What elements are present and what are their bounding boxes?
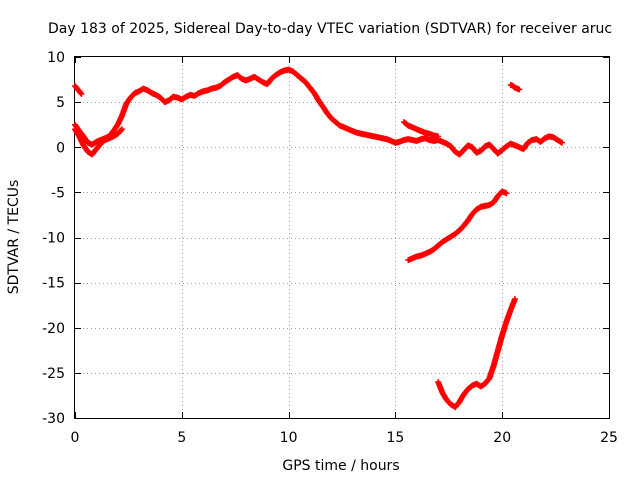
series-track-negative-b (435, 295, 518, 411)
series-track-early-lower (72, 126, 125, 158)
y-axis-label: SDTVAR / TECUs (6, 180, 22, 295)
y-tick-label: -25 (42, 366, 65, 382)
y-tick-label: -30 (42, 411, 65, 427)
grid (75, 57, 609, 418)
series-track-main (72, 66, 565, 158)
x-tick-label: 15 (386, 430, 404, 446)
y-tick-label: -15 (42, 276, 65, 292)
plot-frame (74, 56, 610, 419)
y-tick-label: 5 (56, 95, 65, 111)
x-tick-label: 25 (600, 430, 618, 446)
x-tick-label: 5 (177, 430, 186, 446)
data-point (435, 133, 442, 140)
data-point (503, 190, 510, 197)
data-point (119, 126, 125, 133)
series-track-negative-a (405, 188, 510, 264)
y-tick-label: -10 (42, 231, 65, 247)
data-point (512, 295, 518, 302)
series-track-isolated-high (507, 82, 523, 93)
data-point (77, 90, 84, 97)
data-point (559, 139, 565, 146)
x-tick-label: 10 (280, 430, 298, 446)
x-axis-label: GPS time / hours (282, 458, 399, 474)
data-point (516, 86, 523, 93)
series-track-start-high (72, 82, 85, 97)
y-tick-label: 10 (47, 50, 65, 66)
series-track-mid-upper (400, 119, 442, 140)
data-point (118, 127, 125, 134)
axis-ticks: 0 5 10 15 20 25 -30 -25 -20 -15 -10 -5 0 5 10 (42, 50, 618, 446)
y-tick-label: 0 (56, 140, 65, 156)
chart-title: Day 183 of 2025, Sidereal Day-to-day VTE… (48, 21, 612, 37)
y-tick-label: -5 (51, 185, 65, 201)
data-points (72, 66, 565, 411)
x-tick-label: 20 (493, 430, 511, 446)
x-tick-label: 0 (71, 430, 80, 446)
data-point (78, 91, 85, 97)
y-tick-label: -20 (42, 321, 65, 337)
